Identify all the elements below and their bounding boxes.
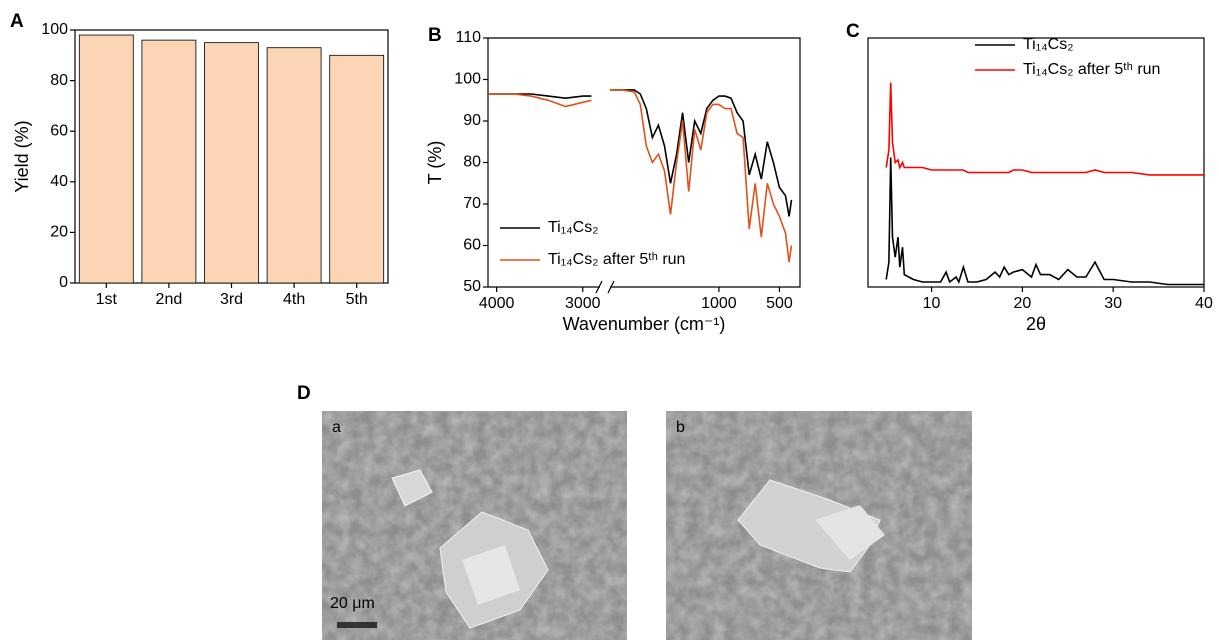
y-tick-label: 20	[50, 224, 68, 241]
y-tick-label: 50	[463, 278, 481, 295]
y-tick-label: 80	[463, 154, 481, 171]
y-tick-label: 0	[59, 274, 68, 291]
sem-image	[322, 411, 627, 640]
panel-letter: D	[297, 383, 311, 404]
axis-frame	[867, 37, 1205, 288]
x-tick-label: 5th	[346, 291, 368, 308]
legend-label: Ti₁₄Cs₂ after 5ᵗʰ run	[1023, 61, 1160, 78]
x-tick-label: 3000	[565, 295, 601, 312]
scale-bar	[337, 622, 377, 628]
sem-image	[666, 411, 972, 640]
image-label: a	[332, 419, 341, 436]
y-tick-label: 110	[455, 29, 481, 46]
data-line	[488, 89, 793, 263]
x-tick-label: 3rd	[220, 291, 243, 308]
data-line	[488, 89, 793, 217]
x-axis-title: 2θ	[1026, 314, 1046, 334]
x-tick-label: 2nd	[156, 291, 183, 308]
y-tick-label: 80	[50, 72, 68, 89]
bar	[266, 47, 322, 284]
panel-letter: A	[10, 11, 24, 32]
panel-letter: B	[428, 25, 442, 46]
bar	[78, 34, 134, 284]
x-axis-title: Wavenumber (cm⁻¹)	[563, 314, 726, 334]
axis-break	[595, 280, 615, 294]
y-axis-title: Yield (%)	[12, 120, 32, 192]
x-tick-label: 40	[1195, 295, 1213, 312]
legend-label: Ti₁₄Cs₂ after 5ᵗʰ run	[548, 251, 685, 268]
legend-label: Ti₁₄Cs₂	[548, 219, 598, 236]
bar	[204, 42, 259, 284]
x-tick-label: 20	[1013, 295, 1031, 312]
x-tick-label: 10	[923, 295, 941, 312]
y-tick-label: 60	[50, 122, 68, 139]
x-tick-label: 500	[766, 295, 793, 312]
x-tick-label: 30	[1104, 295, 1122, 312]
y-tick-label: 100	[41, 21, 68, 38]
y-tick-label: 40	[50, 173, 68, 190]
x-tick-label: 1000	[701, 295, 737, 312]
image-label: b	[676, 419, 685, 436]
legend-label: Ti₁₄Cs₂	[1023, 36, 1073, 53]
x-tick-label: 4th	[283, 291, 305, 308]
y-tick-label: 90	[463, 112, 481, 129]
data-line	[885, 157, 1204, 286]
y-tick-label: 60	[463, 237, 481, 254]
x-tick-label: 1st	[96, 291, 118, 308]
x-tick-label: 4000	[479, 295, 515, 312]
y-tick-label: 100	[454, 71, 481, 88]
panel-letter: C	[846, 21, 860, 42]
bar	[141, 39, 197, 284]
y-axis-title: T (%)	[425, 141, 445, 185]
data-line	[885, 82, 1204, 176]
bar	[329, 54, 385, 284]
axis-frame	[487, 37, 801, 288]
y-tick-label: 70	[463, 195, 481, 212]
scale-bar-label: 20 μm	[330, 595, 375, 612]
